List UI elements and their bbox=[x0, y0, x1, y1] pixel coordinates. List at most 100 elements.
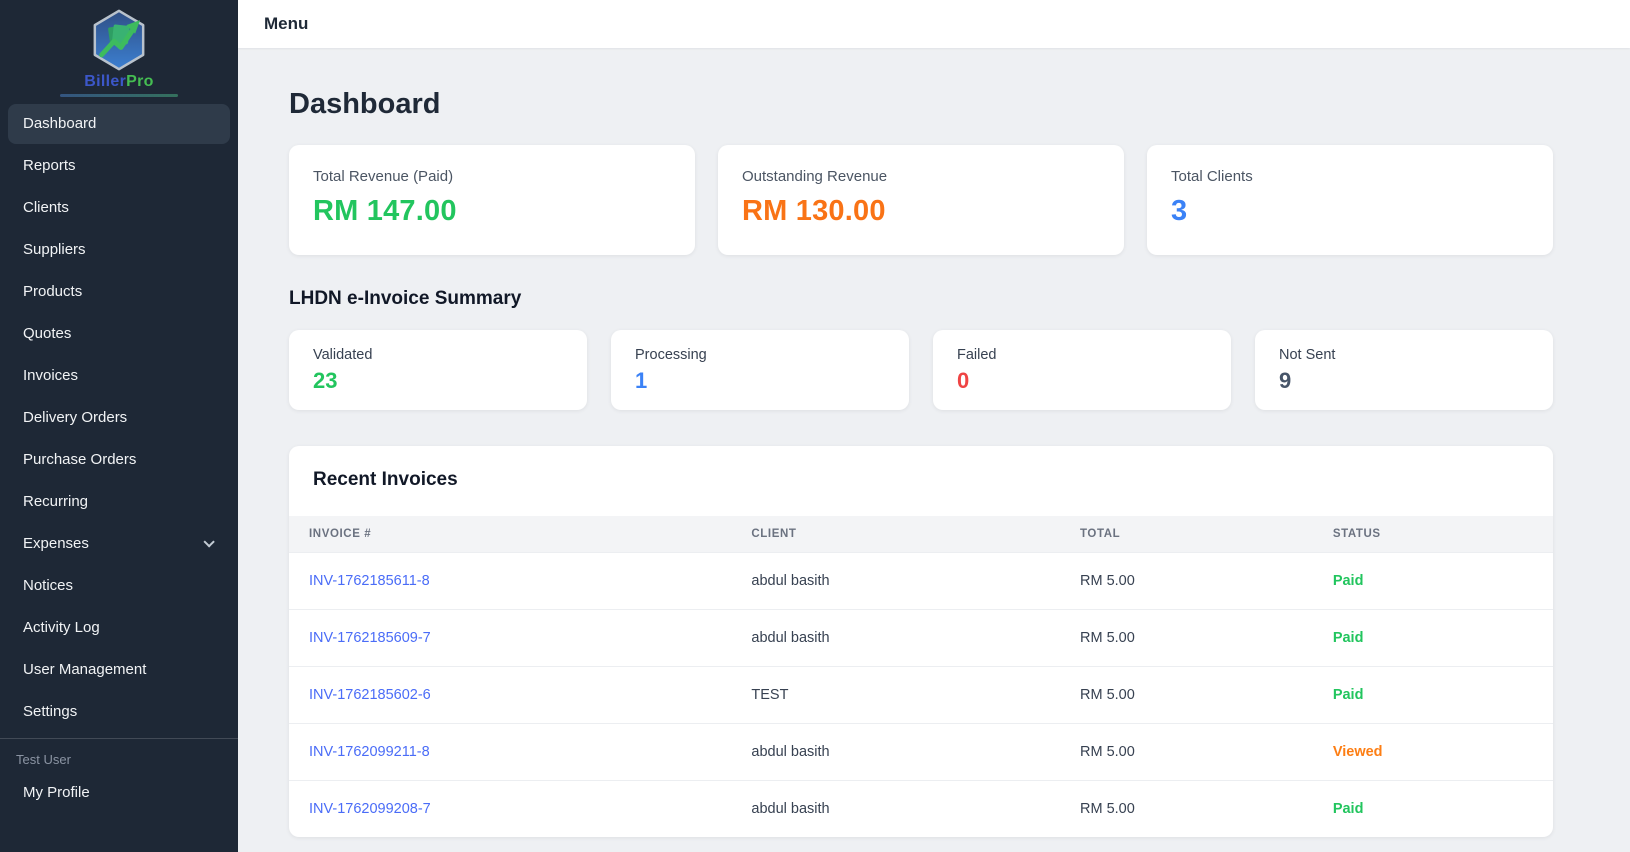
lhdn-cards-row: Validated 23 Processing 1 Failed 0 Not Sent 9 bbox=[289, 330, 1553, 410]
lhdn-card-value: 0 bbox=[957, 368, 970, 393]
total-cell: RM 5.00 bbox=[1060, 609, 1313, 667]
sidebar-item-delivery-orders[interactable]: Delivery Orders bbox=[8, 398, 230, 438]
status-badge: Paid bbox=[1312, 780, 1553, 837]
lhdn-card-value: 9 bbox=[1279, 368, 1292, 393]
sidebar-item-label: User Management bbox=[23, 661, 147, 678]
sidebar-item-label: Notices bbox=[23, 577, 74, 594]
invoice-link[interactable]: INV-1762185611-8 bbox=[309, 573, 430, 589]
sidebar-item-expenses[interactable]: Expenses bbox=[8, 524, 230, 564]
stat-card-outstanding-revenue: Outstanding Revenue RM 130.00 bbox=[718, 145, 1124, 255]
invoice-link[interactable]: INV-1762099211-8 bbox=[309, 744, 430, 760]
table-row: INV-1762099211-8 abdul basith RM 5.00 Viewe… bbox=[289, 723, 1553, 781]
stats-row: Total Revenue (Paid) RM 147.00 Outstanding… bbox=[289, 145, 1553, 255]
sidebar-item-label: Settings bbox=[23, 703, 78, 720]
sidebar-item-reports[interactable]: Reports bbox=[8, 146, 230, 186]
sidebar-item-label: Quotes bbox=[23, 325, 72, 342]
client-cell: abdul basith bbox=[731, 609, 1061, 667]
sidebar-item-label: Dashboard bbox=[23, 115, 97, 132]
page-title: Dashboard bbox=[289, 88, 441, 120]
current-user-label: Test User bbox=[16, 752, 71, 767]
lhdn-card-value: 1 bbox=[635, 368, 648, 393]
sidebar-item-suppliers[interactable]: Suppliers bbox=[8, 230, 230, 270]
recent-invoices-card: Recent Invoices INVOICE # CLIENT TOTAL STAT… bbox=[289, 446, 1553, 837]
sidebar-item-label: Clients bbox=[23, 199, 69, 216]
stat-value: 3 bbox=[1171, 195, 1188, 227]
column-header-invoice: INVOICE # bbox=[309, 528, 372, 540]
brand-name: BillerPro bbox=[0, 73, 238, 91]
total-cell: RM 5.00 bbox=[1060, 666, 1313, 724]
status-badge: Viewed bbox=[1312, 723, 1553, 781]
invoice-link[interactable]: INV-1762099208-7 bbox=[309, 801, 431, 817]
sidebar-item-my-profile[interactable]: My Profile bbox=[23, 784, 90, 801]
lhdn-card-not-sent: Not Sent 9 bbox=[1255, 330, 1553, 410]
sidebar-item-dashboard[interactable]: Dashboard bbox=[8, 104, 230, 144]
sidebar-footer: Test User My Profile bbox=[0, 738, 238, 811]
column-header-status: STATUS bbox=[1332, 528, 1381, 540]
sidebar-item-label: Expenses bbox=[23, 535, 89, 552]
sidebar-item-settings[interactable]: Settings bbox=[8, 692, 230, 732]
lhdn-card-processing: Processing 1 bbox=[611, 330, 909, 410]
stat-label: Total Revenue (Paid) bbox=[313, 168, 454, 185]
invoice-number-cell: INV-1762099208-7 bbox=[289, 780, 732, 837]
shield-chart-icon bbox=[93, 9, 145, 71]
stat-value: RM 147.00 bbox=[313, 195, 457, 227]
sidebar-item-label: Delivery Orders bbox=[23, 409, 128, 426]
table-row: INV-1762185611-8 abdul basith RM 5.00 Paid bbox=[289, 552, 1553, 610]
table-row: INV-1762099208-7 abdul basith RM 5.00 Paid bbox=[289, 780, 1553, 837]
client-cell: abdul basith bbox=[731, 780, 1061, 837]
lhdn-card-label: Not Sent bbox=[1279, 347, 1336, 363]
column-header-client: CLIENT bbox=[751, 528, 797, 540]
sidebar-item-label: Activity Log bbox=[23, 619, 100, 636]
invoice-number-cell: INV-1762185611-8 bbox=[289, 552, 732, 610]
stat-label: Outstanding Revenue bbox=[742, 168, 888, 185]
recent-invoices-table: INVOICE # CLIENT TOTAL STATUS INV-176218561… bbox=[289, 516, 1553, 837]
status-badge: Paid bbox=[1312, 552, 1553, 610]
status-badge: Paid bbox=[1312, 666, 1553, 724]
invoice-number-cell: INV-1762185609-7 bbox=[289, 609, 732, 667]
stat-card-total-clients: Total Clients 3 bbox=[1147, 145, 1553, 255]
sidebar-item-label: Reports bbox=[23, 157, 76, 174]
main-area: Menu Dashboard Total Revenue (Paid) RM 14… bbox=[238, 0, 1630, 852]
table-header-row: INVOICE # CLIENT TOTAL STATUS bbox=[289, 516, 1553, 553]
sidebar-item-label: Suppliers bbox=[23, 241, 86, 258]
sidebar: BillerPro Dashboard Reports Clients Supplie… bbox=[0, 0, 238, 852]
sidebar-item-label: Products bbox=[23, 283, 83, 300]
sidebar-nav: Dashboard Reports Clients Suppliers Products… bbox=[0, 97, 238, 734]
total-cell: RM 5.00 bbox=[1060, 780, 1313, 837]
sidebar-item-notices[interactable]: Notices bbox=[8, 566, 230, 606]
client-cell: abdul basith bbox=[731, 552, 1061, 610]
invoice-link[interactable]: INV-1762185609-7 bbox=[309, 630, 431, 646]
sidebar-item-purchase-orders[interactable]: Purchase Orders bbox=[8, 440, 230, 480]
brand-name-secondary: Pro bbox=[126, 73, 154, 90]
sidebar-item-invoices[interactable]: Invoices bbox=[8, 356, 230, 396]
content: Dashboard Total Revenue (Paid) RM 147.00 O… bbox=[238, 48, 1630, 837]
total-cell: RM 5.00 bbox=[1060, 723, 1313, 781]
lhdn-card-failed: Failed 0 bbox=[933, 330, 1231, 410]
column-header-total: TOTAL bbox=[1080, 528, 1121, 540]
sidebar-item-activity-log[interactable]: Activity Log bbox=[8, 608, 230, 648]
invoice-link[interactable]: INV-1762185602-6 bbox=[309, 687, 431, 703]
table-row: INV-1762185609-7 abdul basith RM 5.00 Paid bbox=[289, 609, 1553, 667]
topbar: Menu bbox=[238, 0, 1630, 48]
total-cell: RM 5.00 bbox=[1060, 552, 1313, 610]
sidebar-item-recurring[interactable]: Recurring bbox=[8, 482, 230, 522]
menu-toggle-button[interactable]: Menu bbox=[264, 14, 309, 33]
lhdn-card-label: Validated bbox=[313, 347, 373, 363]
recent-invoices-title: Recent Invoices bbox=[313, 469, 458, 490]
brand-tagline bbox=[60, 94, 178, 97]
brand-name-primary: Biller bbox=[84, 73, 127, 90]
invoice-number-cell: INV-1762185602-6 bbox=[289, 666, 732, 724]
sidebar-item-clients[interactable]: Clients bbox=[8, 188, 230, 228]
table-body: INV-1762185611-8 abdul basith RM 5.00 Paid I… bbox=[289, 552, 1553, 837]
table-row: INV-1762185602-6 TEST RM 5.00 Paid bbox=[289, 666, 1553, 724]
sidebar-item-label: Invoices bbox=[23, 367, 79, 384]
sidebar-item-label: Recurring bbox=[23, 493, 89, 510]
sidebar-item-user-management[interactable]: User Management bbox=[8, 650, 230, 690]
recent-invoices-header: Recent Invoices bbox=[289, 446, 1553, 516]
sidebar-item-quotes[interactable]: Quotes bbox=[8, 314, 230, 354]
sidebar-item-products[interactable]: Products bbox=[8, 272, 230, 312]
lhdn-card-validated: Validated 23 bbox=[289, 330, 587, 410]
stat-card-total-revenue-paid: Total Revenue (Paid) RM 147.00 bbox=[289, 145, 695, 255]
stat-label: Total Clients bbox=[1171, 168, 1253, 185]
stat-value: RM 130.00 bbox=[742, 195, 886, 227]
